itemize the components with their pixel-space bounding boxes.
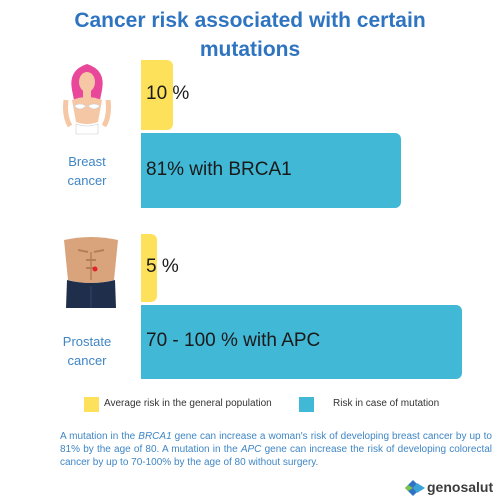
bar-value-label: 5 % — [146, 256, 179, 277]
legend-swatch-mutation — [299, 397, 314, 412]
footnote-gene: APC — [240, 444, 262, 455]
category-label-line: Prostate — [62, 334, 112, 349]
bar-breast-mutation — [141, 133, 401, 208]
legend-label-general-population: Average risk in the general population — [104, 398, 272, 409]
genosalut-logo-icon — [405, 480, 425, 496]
bar-value-label: 81% with BRCA1 — [146, 158, 292, 180]
legend-label-mutation: Risk in case of mutation — [333, 398, 440, 409]
category-label-line: Breast — [68, 154, 106, 169]
category-label-line: cancer — [67, 173, 107, 188]
woman-figure-icon — [63, 64, 111, 135]
footnote-gene: BRCA1 — [138, 431, 172, 442]
category-label-prostate: Prostate cancer — [37, 332, 137, 370]
bar-prostate-general-population — [141, 234, 157, 302]
legend-swatch-general-population — [84, 397, 99, 412]
bar-value-label: 10 % — [146, 83, 190, 104]
category-label-line: cancer — [67, 353, 107, 368]
footnote-text: gene can increase the risk of developing… — [60, 444, 493, 468]
bar-value-label: 70 - 100 % with APC — [146, 330, 321, 351]
footnote-text: gene can increase a woman's risk of deve… — [60, 431, 492, 455]
bar-prostate-mutation — [141, 305, 462, 379]
chart-title: Cancer risk associated with certain muta… — [74, 9, 426, 61]
category-label-breast: Breast cancer — [37, 152, 137, 190]
footnote: A mutation in the BRCA1 gene can increas… — [60, 430, 492, 469]
footnote-text: A mutation in the — [60, 431, 139, 442]
logo-text: genosalut — [427, 479, 494, 495]
man-torso-icon — [64, 237, 118, 308]
bar-breast-general-population — [141, 60, 173, 130]
